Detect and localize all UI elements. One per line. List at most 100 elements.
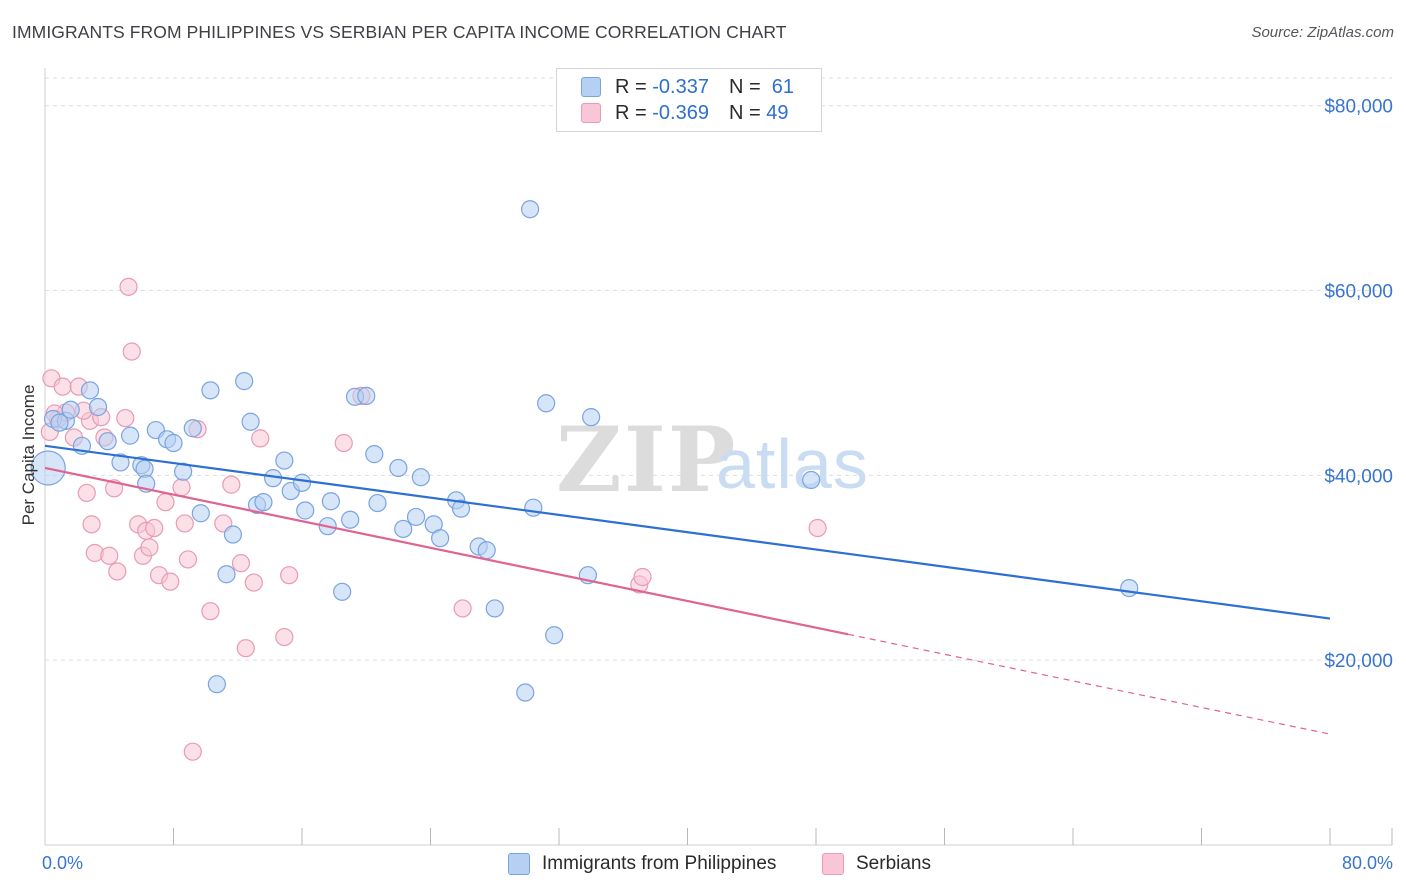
bottom-legend-swatch-blue (508, 853, 530, 875)
philippines-point (406, 507, 426, 527)
philippines-point (111, 453, 130, 472)
chart-title: IMMIGRANTS FROM PHILIPPINES VS SERBIAN P… (12, 22, 787, 42)
philippines-point (582, 408, 601, 427)
philippines-point (223, 525, 243, 544)
serbians-point (161, 572, 180, 591)
philippines-point (520, 200, 540, 219)
serbians-point (82, 515, 101, 534)
serbians-point (122, 342, 141, 361)
serbians-point (77, 483, 96, 503)
philippines-point (357, 386, 376, 405)
serbians-point (453, 599, 472, 618)
philippines-point (275, 451, 294, 470)
philippines-point (394, 519, 413, 539)
serbians-point (100, 546, 119, 565)
serbians-point (172, 478, 191, 497)
legend-swatch-blue (581, 77, 601, 97)
legend-n-label: N = (728, 101, 761, 124)
watermark-atlas: atlas (716, 425, 869, 503)
philippines-point (389, 458, 408, 478)
serbians-point (145, 518, 164, 538)
philippines-point (296, 501, 315, 520)
philippines-point (121, 426, 140, 445)
legend-r-value: -0.369 (652, 101, 709, 124)
y-tick-labels: $20,000 $40,000 $60,000 $80,000 (1324, 97, 1393, 672)
serbians-point (108, 562, 127, 581)
serbians-points (40, 277, 827, 761)
philippines-point (61, 400, 80, 419)
philippines-point (241, 412, 260, 431)
serbians-point (175, 514, 194, 533)
serbians-point (119, 277, 138, 296)
y-axis-label: Per Capita Income (19, 385, 38, 526)
philippines-point (341, 510, 360, 529)
legend-r-value: -0.337 (652, 75, 709, 98)
serbians-point (183, 742, 202, 761)
serbians-point (231, 554, 251, 573)
serbians-point (251, 429, 270, 448)
bottom-legend-swatch-pink (822, 853, 844, 875)
philippines-point (802, 470, 821, 490)
legend-r-label: R = (615, 75, 647, 98)
serbians-point (201, 602, 220, 621)
serbians-point (156, 493, 175, 512)
philippines-point (1120, 579, 1139, 598)
serbians-point (116, 408, 135, 428)
y-tick-label: $80,000 (1324, 97, 1393, 118)
philippines-point (80, 381, 100, 400)
legend-n-label: N = (728, 75, 761, 98)
philippines-point (545, 626, 564, 645)
philippines-point (292, 473, 312, 492)
philippines-point (191, 504, 210, 523)
philippines-point (537, 394, 556, 413)
watermark-zip: ZIP (556, 407, 737, 513)
y-tick-label: $20,000 (1324, 651, 1393, 672)
legend-n-value: 61 (771, 75, 795, 98)
philippines-point (50, 413, 69, 432)
gridlines (45, 77, 1392, 661)
philippines-point (485, 599, 504, 618)
serbians-point (334, 433, 353, 453)
source-label: Source: ZipAtlas.com (1251, 24, 1394, 41)
philippines-point (524, 498, 543, 517)
x-tick-labels: 0.0% 80.0% (42, 853, 1393, 873)
serbians-point (53, 377, 72, 396)
serbians-trend-extension (848, 633, 1331, 735)
serbians-point (236, 639, 255, 658)
philippines-point (235, 372, 254, 391)
philippines-point (365, 445, 384, 464)
trend-lines (44, 444, 1331, 735)
serbians-point (275, 627, 294, 647)
y-tick-label: $40,000 (1324, 466, 1393, 487)
philippines-point (164, 433, 183, 453)
philippines-point (254, 493, 273, 512)
x-tick-label-start: 0.0% (42, 853, 83, 873)
bottom-legend-label: Immigrants from Philippines (542, 853, 777, 874)
watermark: ZIP atlas (556, 407, 869, 513)
bottom-legend-serbians[interactable]: Serbians (822, 851, 931, 877)
philippines-point (88, 397, 108, 417)
philippines-point (174, 462, 193, 481)
bottom-legend-philippines[interactable]: Immigrants from Philippines (508, 851, 776, 877)
philippines-point (207, 675, 226, 694)
philippines-point (368, 493, 387, 513)
serbians-point (808, 518, 827, 538)
y-tick-label: $60,000 (1324, 282, 1393, 303)
philippines-point (321, 492, 341, 511)
philippines-point (333, 582, 352, 601)
legend-row-philippines: R = -0.337 N = 61 (581, 75, 794, 99)
serbians-point (178, 550, 198, 569)
legend-swatch-pink (581, 103, 601, 123)
legend-r-label: R = (615, 101, 647, 124)
serbians-point (633, 567, 652, 587)
philippines-point (516, 683, 535, 702)
philippines-point (451, 499, 471, 518)
philippines-point (201, 381, 220, 400)
philippines-point (217, 565, 236, 584)
philippines-point (98, 432, 117, 451)
philippines-point (411, 468, 430, 487)
x-tick-label-end: 80.0% (1342, 853, 1393, 873)
serbians-point (244, 573, 263, 592)
philippines-point (477, 541, 496, 560)
